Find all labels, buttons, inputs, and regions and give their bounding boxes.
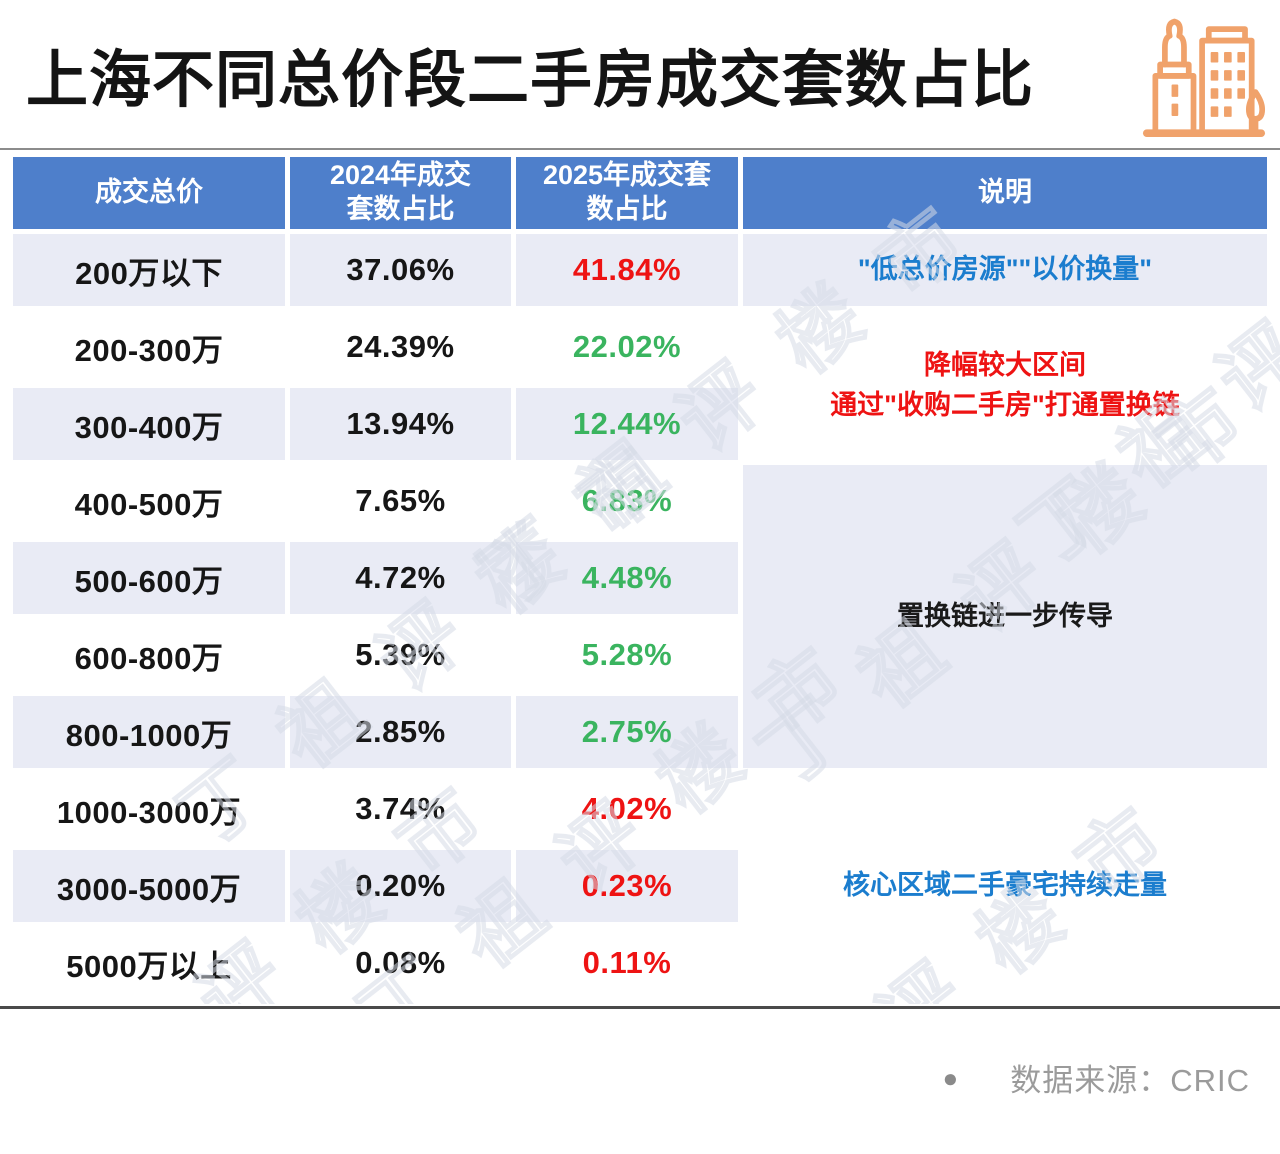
pct-2025-cell: 41.84% [516,234,738,306]
table-row: 400-500万 7.65% 6.83% 置换链进一步传导 [13,465,1267,768]
pct-2025-cell: 0.11% [516,927,738,999]
table-row: 1000-3000万 3.74% 4.02% 核心区域二手豪宅持续走量 [13,773,1267,999]
price-range-cell: 5000万以上 [13,927,285,999]
price-range-cell: 1000-3000万 [13,773,285,845]
page-title: 上海不同总价段二手房成交套数占比 [26,46,1035,115]
col-header-2025-line2: 数占比 [586,194,668,224]
price-range-cell: 500-600万 [13,542,285,614]
price-segment-table: 成交总价 2024年成交 套数占比 2025年成交套 数占比 说明 200万以下… [8,152,1272,1004]
price-range-cell: 300-400万 [13,388,285,460]
table-area: 成交总价 2024年成交 套数占比 2025年成交套 数占比 说明 200万以下… [0,150,1280,1004]
pct-2025-cell: 0.23% [516,850,738,922]
price-range-cell: 200-300万 [13,311,285,383]
page-header: 上海不同总价段二手房成交套数占比 [0,0,1280,150]
price-range-cell: 3000-5000万 [13,850,285,922]
col-header-2024: 2024年成交 套数占比 [290,157,511,229]
note-line: 通过"收购二手房"打通置换链 [830,389,1180,420]
price-range-cell: 400-500万 [13,465,285,537]
pct-2024-cell: 5.39% [290,619,511,691]
pct-2024-cell: 13.94% [290,388,511,460]
price-range-cell: 200万以下 [13,234,285,306]
pct-2025-cell: 5.28% [516,619,738,691]
note-cell-big-drop: 降幅较大区间 通过"收购二手房"打通置换链 [743,311,1267,460]
col-header-note: 说明 [743,157,1267,229]
price-range-cell: 600-800万 [13,619,285,691]
table-row: 800-1000万 2.85% 2.75% [13,696,1267,768]
pct-2024-cell: 3.74% [290,773,511,845]
pct-2025-cell: 6.83% [516,465,738,537]
pct-2024-cell: 0.20% [290,850,511,922]
table-row: 5000万以上 0.08% 0.11% [13,927,1267,999]
table-header-row: 成交总价 2024年成交 套数占比 2025年成交套 数占比 说明 [13,157,1267,229]
table-row: 200-300万 24.39% 22.02% 降幅较大区间 通过"收购二手房"打… [13,311,1267,460]
note-cell-chain-transmit: 置换链进一步传导 [743,465,1267,768]
note-line: 降幅较大区间 [924,350,1086,381]
table-row: 600-800万 5.39% 5.28% [13,619,1267,691]
table-row: 300-400万 13.94% 12.44% [13,388,1267,460]
pct-2024-cell: 0.08% [290,927,511,999]
table-row: 3000-5000万 0.20% 0.23% [13,850,1267,922]
pct-2025-cell: 4.48% [516,542,738,614]
data-source-label: 数据来源：CRIC [1010,1063,1250,1098]
pct-2025-cell: 22.02% [516,311,738,383]
col-header-2024-line1: 2024年成交 [329,160,472,191]
note-cell-luxury: 核心区域二手豪宅持续走量 [743,773,1267,999]
pct-2025-cell: 4.02% [516,773,738,845]
city-buildings-icon [1142,8,1266,145]
pct-2024-cell: 24.39% [290,311,511,383]
note-cell-low-price: "低总价房源""以价换量" [743,234,1267,306]
col-header-price: 成交总价 [13,157,285,229]
pct-2024-cell: 2.85% [290,696,511,768]
col-header-2024-line2: 套数占比 [346,194,455,224]
col-header-2025-line1: 2025年成交套 [542,160,712,191]
table-row: 200万以下 37.06% 41.84% "低总价房源""以价换量" [13,234,1267,306]
pct-2024-cell: 4.72% [290,542,511,614]
bullet-icon: ● [942,1062,959,1093]
table-bottom-divider [0,1006,1280,1009]
pct-2024-cell: 7.65% [290,465,511,537]
pct-2025-cell: 2.75% [516,696,738,768]
pct-2025-cell: 12.44% [516,388,738,460]
table-row: 500-600万 4.72% 4.48% [13,542,1267,614]
price-range-cell: 800-1000万 [13,696,285,768]
page-footer: ● 数据来源：CRIC [0,1055,1280,1100]
col-header-2025: 2025年成交套 数占比 [516,157,738,229]
pct-2024-cell: 37.06% [290,234,511,306]
